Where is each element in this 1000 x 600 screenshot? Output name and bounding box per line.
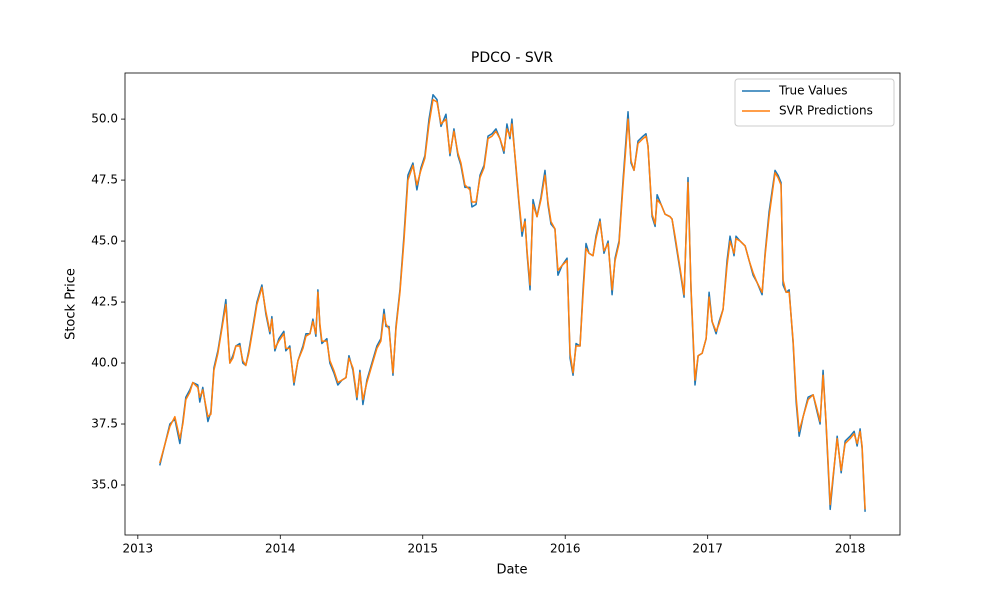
x-axis-label: Date: [496, 563, 527, 578]
y-tick-label: 40.0: [91, 356, 118, 370]
y-tick-label: 42.5: [91, 295, 118, 309]
legend-box: [734, 78, 895, 127]
x-tick-label: 2013: [123, 542, 154, 556]
y-tick-label: 47.5: [91, 173, 118, 187]
chart-title: PDCO - SVR: [471, 50, 553, 66]
y-tick-label: 37.5: [91, 417, 118, 431]
legend-label: True Values: [778, 84, 848, 98]
y-axis-label: Stock Price: [64, 268, 79, 340]
plot-area: [159, 93, 866, 512]
axes-frame: [124, 72, 901, 536]
y-tick-label: 50.0: [91, 112, 118, 126]
x-tick-label: 2017: [692, 542, 723, 556]
y-tick-label: 35.0: [91, 477, 118, 491]
legend: True Values SVR Predictions: [734, 78, 895, 127]
series-line: [159, 98, 866, 510]
x-tick-label: 2016: [550, 542, 581, 556]
legend-label: SVR Predictions: [779, 104, 873, 118]
x-tick-label: 2014: [265, 542, 296, 556]
x-tick-label: 2018: [835, 542, 866, 556]
x-tick-label: 2015: [407, 542, 438, 556]
y-tick-label: 45.0: [91, 234, 118, 248]
